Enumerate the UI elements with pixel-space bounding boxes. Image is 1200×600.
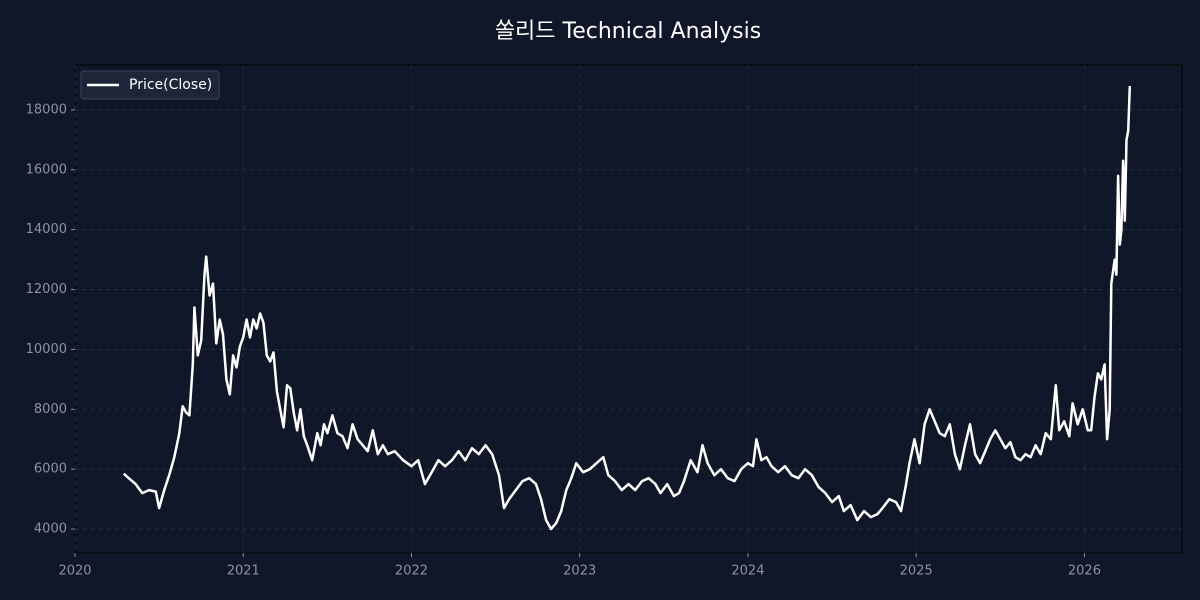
- y-tick-label: 6000: [34, 462, 67, 477]
- x-tick-label: 2020: [58, 564, 91, 579]
- legend-label: Price(Close): [129, 77, 212, 93]
- x-tick-label: 2023: [563, 564, 596, 579]
- y-tick-label: 8000: [34, 402, 67, 417]
- x-tick-label: 2021: [227, 564, 260, 579]
- y-tick-label: 4000: [34, 522, 67, 537]
- y-tick-label: 12000: [26, 282, 67, 297]
- y-tick-label: 14000: [26, 222, 67, 237]
- y-tick-label: 18000: [26, 102, 67, 117]
- chart-title: 쏠리드 Technical Analysis: [495, 19, 761, 44]
- price-line: [122, 85, 1132, 531]
- x-tick-label: 2024: [731, 564, 764, 579]
- plot-area: [74, 64, 1183, 554]
- x-tick-label: 2022: [395, 564, 428, 579]
- x-tick-label: 2026: [1068, 564, 1101, 579]
- y-tick-label: 10000: [26, 342, 67, 357]
- legend-box: [80, 70, 220, 100]
- x-tick-label: 2025: [900, 564, 933, 579]
- y-tick-label: 16000: [26, 162, 67, 177]
